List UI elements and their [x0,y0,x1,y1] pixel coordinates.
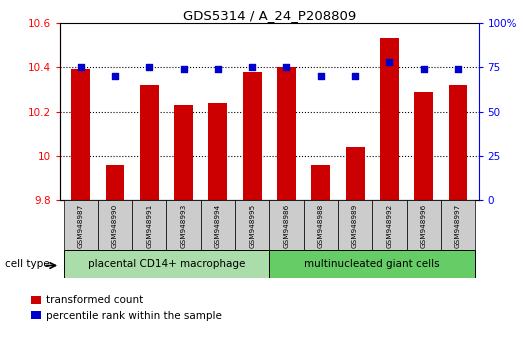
Point [214,66,222,72]
Bar [201,200,235,250]
Text: GSM948993: GSM948993 [180,204,187,248]
Text: GSM948989: GSM948989 [352,204,358,248]
Bar [269,250,475,278]
Bar [304,200,338,250]
Point [179,66,188,72]
Point [419,66,428,72]
Text: GSM948988: GSM948988 [318,204,324,248]
Text: GSM948992: GSM948992 [386,204,392,248]
Bar [269,200,304,250]
Text: multinucleated giant cells: multinucleated giant cells [304,259,440,269]
Point [111,73,119,79]
Text: placental CD14+ macrophage: placental CD14+ macrophage [88,259,245,269]
Bar [338,200,372,250]
Bar [132,200,166,250]
Bar [441,200,475,250]
Point [385,59,394,65]
Title: GDS5314 / A_24_P208809: GDS5314 / A_24_P208809 [183,9,356,22]
Legend: transformed count, percentile rank within the sample: transformed count, percentile rank withi… [31,296,222,321]
Point [316,73,325,79]
Bar [71,69,90,200]
Bar [98,200,132,250]
Text: GSM948991: GSM948991 [146,204,152,248]
Bar [235,200,269,250]
Bar [106,165,124,200]
Point [248,64,256,70]
Text: GSM948987: GSM948987 [78,204,84,248]
Bar [209,103,228,200]
Text: GSM948986: GSM948986 [283,204,290,248]
Bar [346,147,365,200]
Text: GSM948997: GSM948997 [455,204,461,248]
Bar [380,39,399,200]
Text: cell type: cell type [5,259,50,269]
Point [145,64,153,70]
Point [76,64,85,70]
Bar [406,200,441,250]
Bar [277,67,296,200]
Text: GSM948990: GSM948990 [112,204,118,248]
Bar [64,200,98,250]
Bar [140,85,159,200]
Bar [64,250,269,278]
Bar [414,92,433,200]
Bar [166,200,201,250]
Bar [449,85,468,200]
Text: GSM948994: GSM948994 [215,204,221,248]
Bar [174,105,193,200]
Point [351,73,359,79]
Text: GSM948996: GSM948996 [420,204,427,248]
Text: GSM948995: GSM948995 [249,204,255,248]
Point [454,66,462,72]
Bar [243,72,262,200]
Point [282,64,291,70]
Bar [372,200,406,250]
Bar [311,165,330,200]
